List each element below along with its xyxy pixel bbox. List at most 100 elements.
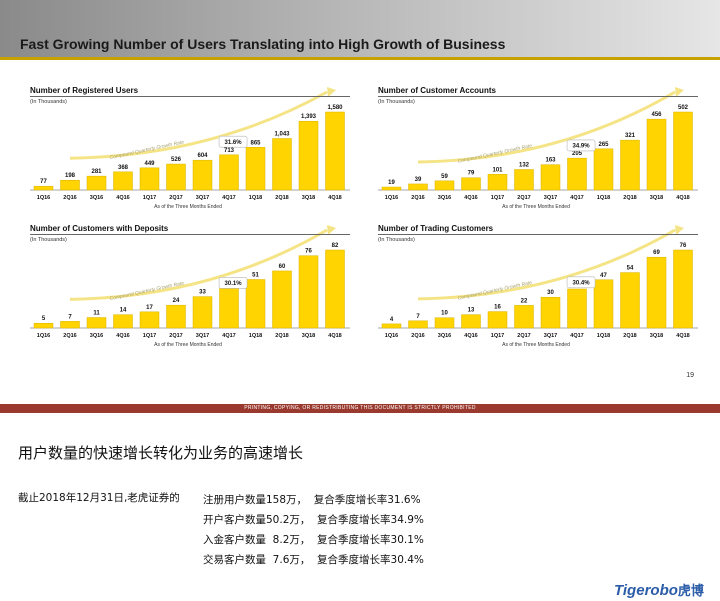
x-tick-label: 4Q16 <box>116 333 129 339</box>
summary-intro: 截止2018年12月31日,老虎证券的 <box>18 492 180 504</box>
bar <box>408 320 428 329</box>
data-label: 449 <box>144 161 155 167</box>
chart-unit: (In Thousands) <box>378 237 415 243</box>
chart-title-rule <box>378 96 698 97</box>
bar <box>113 171 133 191</box>
data-label: 132 <box>519 162 530 168</box>
growth-rate-value: 30.1% <box>225 281 243 287</box>
chart-unit: (In Thousands) <box>30 99 67 105</box>
bar <box>192 296 213 329</box>
bar <box>434 180 455 191</box>
chart-plot: 77 1Q16 198 2Q16 281 3Q16 368 4Q16 449 1Q17 526 2Q1… <box>30 87 350 210</box>
page-number: 19 <box>686 372 694 379</box>
summary-line: 开户客户数量50.2万， 复合季度增长率34.9% <box>203 514 424 526</box>
chart-title: Number of Customer Accounts <box>378 86 496 95</box>
x-axis-title: As of the Three Months Ended <box>154 342 222 348</box>
data-label: 1,043 <box>274 132 290 138</box>
data-label: 60 <box>279 264 286 270</box>
chart-plot: 4 1Q16 7 2Q16 10 3Q16 13 4Q16 16 1Q17 22 2Q17 30 3Q17… <box>378 225 698 348</box>
x-tick-label: 1Q16 <box>385 195 398 201</box>
growth-arrow <box>417 90 676 164</box>
summary-line: 交易客户数量 7.6万， 复合季度增长率30.4% <box>203 554 424 566</box>
bar <box>113 314 133 329</box>
x-tick-label: 2Q18 <box>623 195 636 201</box>
growth-rate-value: 31.6% <box>225 140 243 146</box>
x-tick-label: 1Q18 <box>249 195 262 201</box>
x-tick-label: 2Q16 <box>411 333 424 339</box>
chart-plot: 19 1Q16 39 2Q16 59 3Q16 79 4Q16 101 1Q17 132 2Q17 16… <box>378 87 698 210</box>
bar <box>567 288 587 329</box>
bar <box>245 147 266 191</box>
bar <box>514 169 534 191</box>
chart-registered-users: Number of Registered Users (In Thousands… <box>30 86 350 212</box>
bar <box>381 323 402 329</box>
header-accent-stripe <box>0 57 720 60</box>
bar <box>461 314 481 329</box>
bar <box>620 139 640 191</box>
x-tick-label: 1Q17 <box>491 333 504 339</box>
bar <box>245 279 266 329</box>
bar <box>298 255 319 329</box>
bar <box>593 148 614 191</box>
data-label: 11 <box>93 311 100 317</box>
bar <box>192 159 213 191</box>
x-tick-label: 2Q18 <box>623 333 636 339</box>
x-tick-label: 3Q16 <box>438 333 451 339</box>
bar <box>60 321 80 329</box>
x-tick-label: 2Q17 <box>517 195 530 201</box>
x-tick-label: 1Q18 <box>249 333 262 339</box>
data-label: 456 <box>651 112 662 118</box>
data-label: 368 <box>118 165 129 171</box>
data-label: 54 <box>627 266 634 272</box>
growth-arrow <box>69 90 328 160</box>
data-label: 82 <box>332 243 339 249</box>
bar <box>33 322 54 329</box>
x-tick-label: 4Q17 <box>570 333 583 339</box>
x-tick-label: 3Q17 <box>544 195 557 201</box>
chart-unit: (In Thousands) <box>30 237 67 243</box>
chart-customer-accounts: Number of Customer Accounts (In Thousand… <box>378 86 698 212</box>
bar <box>86 317 107 329</box>
growth-rate-value: 34.9% <box>573 144 591 150</box>
x-tick-label: 2Q17 <box>169 333 182 339</box>
page-title: Fast Growing Number of Users Translating… <box>20 36 506 52</box>
bar <box>381 186 402 191</box>
x-tick-label: 1Q16 <box>37 333 50 339</box>
logo-text: Tigerobo <box>614 582 678 599</box>
data-label: 17 <box>146 305 153 311</box>
data-label: 265 <box>598 142 609 148</box>
growth-arrow <box>417 228 676 301</box>
data-label: 24 <box>173 298 180 304</box>
data-label: 76 <box>305 249 312 255</box>
bar <box>540 164 561 191</box>
data-label: 281 <box>91 169 102 175</box>
data-label: 1,393 <box>301 114 317 120</box>
data-label: 77 <box>40 179 47 185</box>
bar <box>567 157 587 191</box>
bar <box>487 311 508 329</box>
bar <box>461 177 481 191</box>
x-axis-title: As of the Three Months Ended <box>502 342 570 348</box>
growth-rate-value: 30.4% <box>573 281 591 287</box>
summary-line: 入金客户数量 8.2万， 复合季度增长率30.1% <box>203 534 424 546</box>
chart-title: Number of Customers with Deposits <box>30 224 169 233</box>
x-tick-label: 4Q17 <box>570 195 583 201</box>
bar <box>86 175 107 191</box>
bar <box>139 311 160 329</box>
bar <box>139 167 160 191</box>
bar <box>272 138 292 191</box>
x-tick-label: 3Q17 <box>544 333 557 339</box>
growth-rate-box <box>566 276 596 289</box>
tigerobo-logo: Tigerobo虎博 <box>614 580 704 599</box>
data-label: 604 <box>197 153 208 159</box>
data-label: 101 <box>492 167 503 173</box>
data-label: 16 <box>494 305 501 311</box>
growth-arrowhead <box>327 87 336 97</box>
chart-unit: (In Thousands) <box>378 99 415 105</box>
chart-customers-with-deposits: Number of Customers with Deposits (In Th… <box>30 224 350 350</box>
bar <box>272 270 292 329</box>
x-tick-label: 4Q18 <box>676 195 689 201</box>
data-label: 79 <box>468 171 475 177</box>
x-tick-label: 2Q16 <box>63 333 76 339</box>
bar <box>60 179 80 191</box>
